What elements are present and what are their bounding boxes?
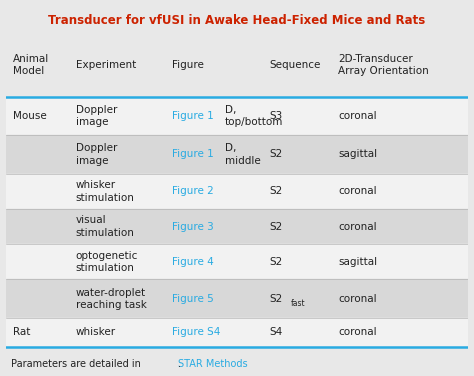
Text: coronal: coronal — [338, 221, 377, 232]
Text: sagittal: sagittal — [338, 257, 378, 267]
Text: fast: fast — [291, 299, 305, 308]
Text: Figure 2: Figure 2 — [173, 186, 214, 196]
Text: S4: S4 — [269, 327, 283, 337]
Text: visual
stimulation: visual stimulation — [75, 215, 135, 238]
Text: Doppler
image: Doppler image — [75, 143, 117, 166]
Text: Transducer for vfUSI in Awake Head-Fixed Mice and Rats: Transducer for vfUSI in Awake Head-Fixed… — [48, 14, 426, 27]
Text: S2: S2 — [269, 186, 283, 196]
Text: Figure 4: Figure 4 — [173, 257, 214, 267]
Text: coronal: coronal — [338, 186, 377, 196]
Text: S2: S2 — [269, 294, 283, 304]
Text: coronal: coronal — [338, 111, 377, 121]
Text: Parameters are detailed in: Parameters are detailed in — [11, 359, 144, 369]
Text: Animal
Model: Animal Model — [13, 54, 49, 76]
Text: optogenetic
stimulation: optogenetic stimulation — [75, 251, 138, 273]
Text: D,
middle: D, middle — [225, 143, 261, 166]
Text: whisker
stimulation: whisker stimulation — [75, 180, 135, 203]
Bar — [6, 97, 468, 135]
Text: STAR Methods: STAR Methods — [178, 359, 247, 369]
Text: .: . — [178, 359, 182, 369]
Text: S2: S2 — [269, 221, 283, 232]
Bar — [6, 244, 468, 279]
Text: sagittal: sagittal — [338, 150, 378, 159]
Bar — [6, 41, 468, 97]
Text: Figure 1: Figure 1 — [173, 150, 214, 159]
Text: Figure 3: Figure 3 — [173, 221, 214, 232]
Text: whisker: whisker — [75, 327, 116, 337]
Text: Figure S4: Figure S4 — [173, 327, 221, 337]
Bar — [6, 174, 468, 209]
Text: S2: S2 — [269, 257, 283, 267]
Bar — [6, 318, 468, 347]
Text: Experiment: Experiment — [75, 60, 136, 70]
Text: Mouse: Mouse — [13, 111, 47, 121]
Text: 2D-Transducer
Array Orientation: 2D-Transducer Array Orientation — [338, 54, 429, 76]
Text: coronal: coronal — [338, 294, 377, 304]
Text: D,
top/bottom: D, top/bottom — [225, 105, 283, 127]
Bar — [6, 135, 468, 174]
Text: coronal: coronal — [338, 327, 377, 337]
Text: S3: S3 — [269, 111, 283, 121]
Text: water-droplet
reaching task: water-droplet reaching task — [75, 288, 146, 310]
Text: S2: S2 — [269, 150, 283, 159]
Text: Sequence: Sequence — [269, 60, 321, 70]
Text: Rat: Rat — [13, 327, 31, 337]
Text: Figure 5: Figure 5 — [173, 294, 214, 304]
Text: Figure: Figure — [173, 60, 204, 70]
Bar — [6, 279, 468, 318]
Text: Figure 1: Figure 1 — [173, 111, 214, 121]
Text: Doppler
image: Doppler image — [75, 105, 117, 127]
Bar — [6, 209, 468, 244]
